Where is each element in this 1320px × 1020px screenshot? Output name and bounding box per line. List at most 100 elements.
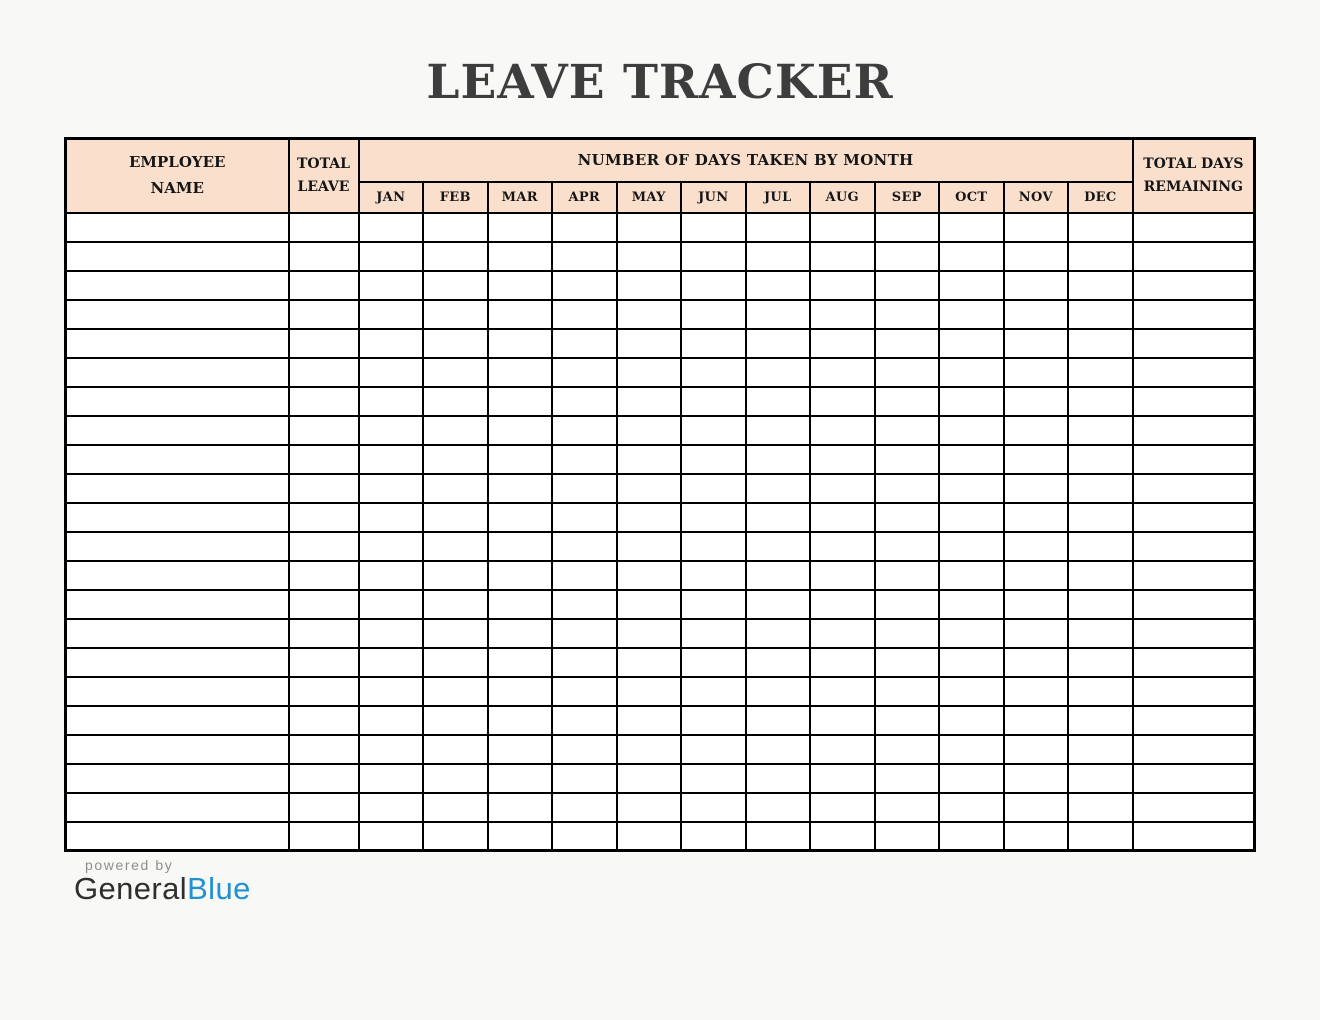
month-cell-oct[interactable]: [938, 443, 1005, 475]
month-cell-aug[interactable]: [809, 356, 876, 388]
month-cell-sep[interactable]: [873, 530, 940, 562]
month-cell-jun[interactable]: [680, 414, 747, 446]
month-cell-sep[interactable]: [873, 211, 940, 243]
month-cell-nov[interactable]: [1002, 327, 1069, 359]
total-leave-cell[interactable]: [287, 414, 360, 446]
days-remaining-cell[interactable]: [1131, 646, 1256, 678]
month-cell-dec[interactable]: [1067, 356, 1134, 388]
month-cell-jul[interactable]: [744, 269, 811, 301]
month-cell-jul[interactable]: [744, 762, 811, 794]
month-cell-aug[interactable]: [809, 588, 876, 620]
days-remaining-cell[interactable]: [1131, 472, 1256, 504]
month-cell-jun[interactable]: [680, 675, 747, 707]
month-cell-may[interactable]: [615, 704, 682, 736]
days-remaining-cell[interactable]: [1131, 733, 1256, 765]
month-cell-dec[interactable]: [1067, 327, 1134, 359]
month-cell-jun[interactable]: [680, 733, 747, 765]
month-cell-dec[interactable]: [1067, 298, 1134, 330]
month-cell-feb[interactable]: [422, 327, 489, 359]
month-cell-sep[interactable]: [873, 820, 940, 852]
month-cell-feb[interactable]: [422, 414, 489, 446]
month-cell-oct[interactable]: [938, 675, 1005, 707]
month-cell-aug[interactable]: [809, 530, 876, 562]
days-remaining-cell[interactable]: [1131, 414, 1256, 446]
month-cell-jul[interactable]: [744, 501, 811, 533]
days-remaining-cell[interactable]: [1131, 211, 1256, 243]
employee-name-cell[interactable]: [64, 559, 290, 591]
employee-name-cell[interactable]: [64, 762, 290, 794]
employee-name-cell[interactable]: [64, 820, 290, 852]
total-leave-cell[interactable]: [287, 646, 360, 678]
month-cell-sep[interactable]: [873, 646, 940, 678]
month-cell-oct[interactable]: [938, 211, 1005, 243]
month-cell-mar[interactable]: [486, 414, 553, 446]
month-cell-may[interactable]: [615, 501, 682, 533]
month-cell-aug[interactable]: [809, 646, 876, 678]
month-cell-jan[interactable]: [357, 414, 424, 446]
month-cell-feb[interactable]: [422, 791, 489, 823]
month-cell-oct[interactable]: [938, 356, 1005, 388]
month-cell-feb[interactable]: [422, 298, 489, 330]
month-cell-apr[interactable]: [551, 472, 618, 504]
month-cell-may[interactable]: [615, 327, 682, 359]
month-cell-nov[interactable]: [1002, 646, 1069, 678]
month-cell-dec[interactable]: [1067, 820, 1134, 852]
days-remaining-cell[interactable]: [1131, 791, 1256, 823]
month-cell-dec[interactable]: [1067, 269, 1134, 301]
month-cell-jan[interactable]: [357, 240, 424, 272]
month-cell-nov[interactable]: [1002, 472, 1069, 504]
month-cell-oct[interactable]: [938, 733, 1005, 765]
days-remaining-cell[interactable]: [1131, 675, 1256, 707]
month-cell-jul[interactable]: [744, 472, 811, 504]
total-leave-cell[interactable]: [287, 269, 360, 301]
month-cell-may[interactable]: [615, 646, 682, 678]
month-cell-oct[interactable]: [938, 414, 1005, 446]
month-cell-may[interactable]: [615, 356, 682, 388]
month-cell-feb[interactable]: [422, 820, 489, 852]
month-cell-oct[interactable]: [938, 501, 1005, 533]
days-remaining-cell[interactable]: [1131, 298, 1256, 330]
month-cell-dec[interactable]: [1067, 211, 1134, 243]
month-cell-jun[interactable]: [680, 385, 747, 417]
total-leave-cell[interactable]: [287, 240, 360, 272]
employee-name-cell[interactable]: [64, 385, 290, 417]
month-cell-feb[interactable]: [422, 211, 489, 243]
month-cell-feb[interactable]: [422, 762, 489, 794]
days-remaining-cell[interactable]: [1131, 240, 1256, 272]
month-cell-feb[interactable]: [422, 588, 489, 620]
month-cell-jun[interactable]: [680, 443, 747, 475]
days-remaining-cell[interactable]: [1131, 385, 1256, 417]
month-cell-nov[interactable]: [1002, 530, 1069, 562]
month-cell-aug[interactable]: [809, 414, 876, 446]
generalblue-logo[interactable]: powered by GeneralBlue: [74, 857, 251, 906]
month-cell-jul[interactable]: [744, 240, 811, 272]
month-cell-nov[interactable]: [1002, 733, 1069, 765]
month-cell-jan[interactable]: [357, 675, 424, 707]
month-cell-may[interactable]: [615, 414, 682, 446]
total-leave-cell[interactable]: [287, 501, 360, 533]
month-cell-apr[interactable]: [551, 530, 618, 562]
month-cell-jun[interactable]: [680, 762, 747, 794]
month-cell-dec[interactable]: [1067, 675, 1134, 707]
month-cell-jun[interactable]: [680, 501, 747, 533]
days-remaining-cell[interactable]: [1131, 501, 1256, 533]
month-cell-apr[interactable]: [551, 211, 618, 243]
month-cell-nov[interactable]: [1002, 820, 1069, 852]
month-cell-apr[interactable]: [551, 588, 618, 620]
month-cell-jun[interactable]: [680, 704, 747, 736]
days-remaining-cell[interactable]: [1131, 617, 1256, 649]
month-cell-may[interactable]: [615, 820, 682, 852]
month-cell-jan[interactable]: [357, 588, 424, 620]
month-cell-oct[interactable]: [938, 762, 1005, 794]
month-cell-mar[interactable]: [486, 762, 553, 794]
month-cell-jan[interactable]: [357, 762, 424, 794]
employee-name-cell[interactable]: [64, 791, 290, 823]
month-cell-jul[interactable]: [744, 443, 811, 475]
total-leave-cell[interactable]: [287, 385, 360, 417]
month-cell-apr[interactable]: [551, 675, 618, 707]
days-remaining-cell[interactable]: [1131, 588, 1256, 620]
total-leave-cell[interactable]: [287, 530, 360, 562]
month-cell-apr[interactable]: [551, 356, 618, 388]
month-cell-jun[interactable]: [680, 588, 747, 620]
month-cell-mar[interactable]: [486, 791, 553, 823]
